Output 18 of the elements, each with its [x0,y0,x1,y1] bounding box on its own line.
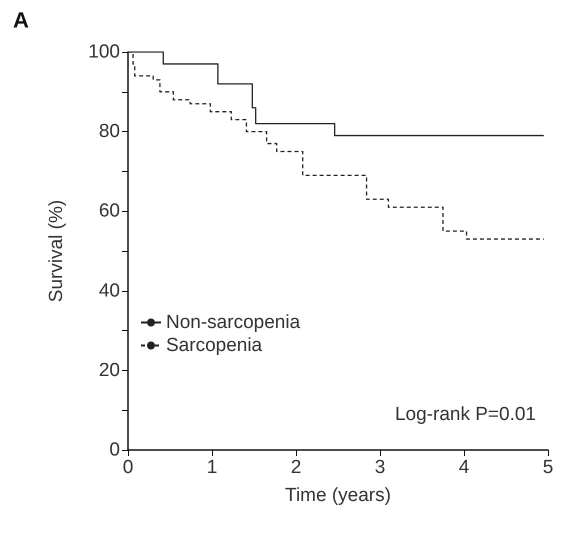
y-tick-label: 80 [98,121,120,142]
x-tick-label: 4 [458,457,470,478]
legend-label: Non-sarcopenia [166,312,301,333]
y-tick-label: 60 [98,200,120,222]
annotation: Log-rank P=0.01 [394,404,536,425]
x-tick-label: 2 [290,457,302,478]
chart-title: A [13,8,29,32]
x-tick-label: 0 [122,457,134,478]
x-axis-title: Time (years) [285,485,391,506]
x-tick-label: 5 [542,457,554,478]
y-axis-title: Survival (%) [46,200,67,302]
y-tick-label: 40 [98,280,120,302]
x-tick-label: 3 [374,457,386,478]
legend-label: Sarcopenia [166,335,263,356]
y-tick-label: 0 [109,440,120,460]
y-tick-label: 100 [88,42,120,62]
y-tick-label: 20 [98,360,120,381]
x-tick-label: 1 [206,457,218,478]
